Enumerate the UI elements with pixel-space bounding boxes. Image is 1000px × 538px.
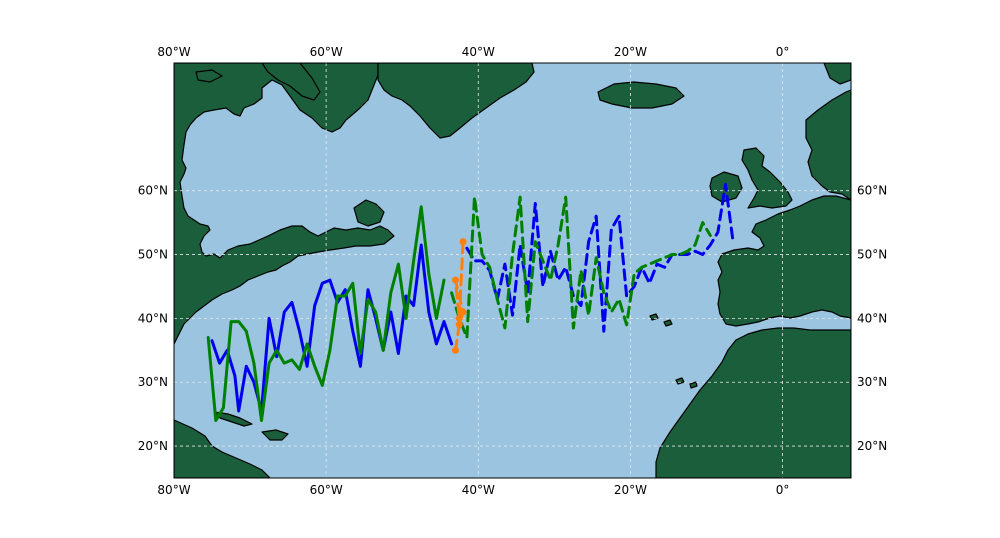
longitude-tick-label-bottom: 60°W xyxy=(310,483,343,497)
longitude-tick-label-top: 80°W xyxy=(157,45,190,59)
europe-mainland xyxy=(717,195,851,327)
longitude-tick-label-top: 0° xyxy=(776,45,790,59)
track-marker-4 xyxy=(455,321,463,329)
caribbean-land xyxy=(174,419,271,478)
track-line-4 xyxy=(453,240,465,352)
latitude-tick-label-left: 20°N xyxy=(138,439,168,453)
latitude-tick-label-right: 30°N xyxy=(857,375,887,389)
africa-land xyxy=(655,327,851,478)
track-marker-4 xyxy=(455,314,463,322)
latitude-tick-label-right: 60°N xyxy=(857,184,887,198)
track-lines xyxy=(206,182,735,422)
longitude-tick-label-top: 20°W xyxy=(614,45,647,59)
latitude-tick-label-left: 40°N xyxy=(138,311,168,325)
arctic-island xyxy=(195,69,223,83)
track-line-2 xyxy=(206,205,446,422)
longitude-tick-label-bottom: 40°W xyxy=(462,483,495,497)
newfoundland-island xyxy=(353,199,385,227)
longitude-tick-label-top: 60°W xyxy=(310,45,343,59)
great-britain-island xyxy=(741,147,793,209)
baffin-island xyxy=(261,63,321,101)
latitude-tick-label-left: 50°N xyxy=(138,248,168,262)
track-marker-4 xyxy=(459,308,467,316)
gridlines xyxy=(174,63,851,478)
longitude-tick-label-top: 40°W xyxy=(462,45,495,59)
latitude-tick-label-left: 30°N xyxy=(138,375,168,389)
latitude-tick-label-right: 40°N xyxy=(857,311,887,325)
land-masses xyxy=(174,63,851,478)
azores-islands xyxy=(649,313,673,327)
track-line-0 xyxy=(210,243,454,413)
axis-labels: 80°W 80°W 60°W 60°W 40°W 40°W 20°W 20°W 0° 0° 20°N… xyxy=(138,45,888,497)
latitude-tick-label-right: 20°N xyxy=(857,439,887,453)
north-america-land xyxy=(174,63,395,345)
greenland-land xyxy=(377,63,535,139)
map-frame xyxy=(173,62,852,479)
latitude-tick-label-left: 60°N xyxy=(138,184,168,198)
longitude-tick-label-bottom: 20°W xyxy=(614,483,647,497)
track-marker-4 xyxy=(451,276,459,284)
scandinavia-land xyxy=(805,89,851,201)
track-marker-4 xyxy=(459,238,467,246)
track-line-3 xyxy=(450,195,712,339)
svalbard-island xyxy=(823,63,851,85)
track-marker-4 xyxy=(451,346,459,354)
latitude-tick-label-right: 50°N xyxy=(857,248,887,262)
cuba-island xyxy=(213,411,253,427)
longitude-tick-label-bottom: 80°W xyxy=(157,483,190,497)
longitude-tick-label-bottom: 0° xyxy=(776,483,790,497)
hispaniola-island xyxy=(261,429,289,441)
